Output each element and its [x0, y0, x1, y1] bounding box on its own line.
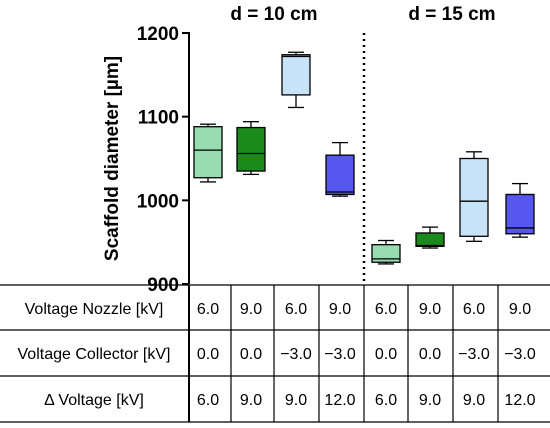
- table-cell: 6.0: [197, 392, 219, 409]
- table-cell: 9.0: [509, 301, 531, 318]
- panel-title: d = 15 cm: [408, 4, 495, 25]
- box: [193, 126, 223, 179]
- table-cell: 9.0: [329, 301, 351, 318]
- table-cell: −3.0: [324, 346, 356, 363]
- table-cell: 9.0: [240, 301, 262, 318]
- table-cell: 9.0: [285, 392, 307, 409]
- y-axis-label: Scaffold diameter [µm]: [102, 56, 123, 261]
- table-cell: 6.0: [375, 301, 397, 318]
- table-cell: 9.0: [419, 392, 441, 409]
- table-row-label: Δ Voltage [kV]: [44, 392, 144, 409]
- y-tick-label: 1200: [137, 24, 179, 45]
- table-cell: 12.0: [324, 392, 355, 409]
- table-cell: 6.0: [197, 301, 219, 318]
- table-cell: 12.0: [504, 392, 535, 409]
- table-cell: −3.0: [458, 346, 490, 363]
- table-cell: 0.0: [419, 346, 441, 363]
- panel-title: d = 10 cm: [230, 4, 317, 25]
- table-cell: 9.0: [463, 392, 485, 409]
- table-cell: 9.0: [419, 301, 441, 318]
- y-tick-label: 1100: [138, 108, 179, 129]
- table-cell: 0.0: [197, 346, 219, 363]
- table-row-label: Voltage Collector [kV]: [18, 346, 171, 363]
- y-tick-label: 1000: [137, 191, 179, 212]
- table-cell: 0.0: [240, 346, 262, 363]
- box: [236, 126, 266, 172]
- table-row-label: Voltage Nozzle [kV]: [25, 301, 164, 318]
- box: [415, 232, 445, 247]
- table-cell: 9.0: [240, 392, 262, 409]
- table-cell: 6.0: [463, 301, 485, 318]
- box: [505, 193, 535, 235]
- box: [281, 54, 311, 96]
- box: [459, 157, 489, 237]
- table-cell: −3.0: [280, 346, 312, 363]
- table-cell: 6.0: [285, 301, 307, 318]
- table-cell: 0.0: [375, 346, 397, 363]
- box: [325, 154, 355, 196]
- box: [371, 244, 401, 263]
- table-cell: 6.0: [375, 392, 397, 409]
- table-cell: −3.0: [504, 346, 536, 363]
